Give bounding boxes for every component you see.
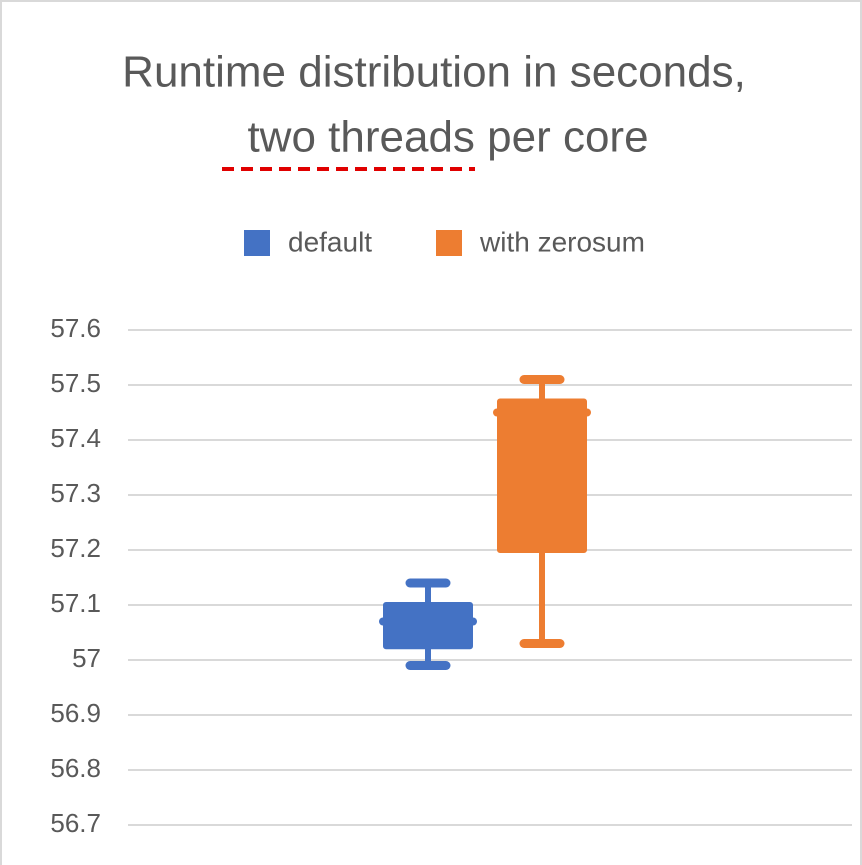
legend-swatch <box>436 230 462 256</box>
y-tick-label: 56.9 <box>50 698 101 728</box>
y-tick-label: 57.4 <box>50 423 101 453</box>
y-tick-label: 57.5 <box>50 368 101 398</box>
chart-title: Runtime distribution in seconds, <box>122 48 746 97</box>
legend-swatch <box>244 230 270 256</box>
y-tick-label: 57.6 <box>50 313 101 343</box>
y-tick-label: 57.2 <box>50 533 101 563</box>
chart-title: two threads per core <box>247 113 648 162</box>
y-tick-label: 56.7 <box>50 808 101 838</box>
box <box>497 398 587 553</box>
y-tick-label: 57.3 <box>50 478 101 508</box>
y-tick-label: 57.1 <box>50 588 101 618</box>
legend-label: default <box>288 226 372 257</box>
y-tick-label: 57 <box>72 643 101 673</box>
y-tick-label: 56.8 <box>50 753 101 783</box>
legend-label: with zerosum <box>479 226 645 257</box>
box <box>383 602 473 650</box>
